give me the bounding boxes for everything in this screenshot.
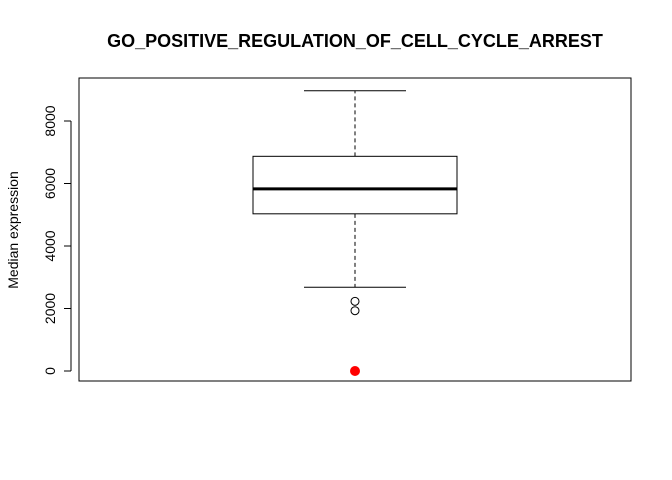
outlier-point-0 (350, 296, 360, 306)
y-tick-label-0: 0 (42, 367, 58, 375)
plot-frame (78, 77, 632, 382)
box-plot (252, 90, 458, 288)
highlight-point (350, 366, 360, 376)
y-tick-label-1: 2000 (42, 293, 58, 324)
y-axis: 0 2000 4000 6000 8000 (42, 105, 72, 375)
chart-title: GO_POSITIVE_REGULATION_OF_CELL_CYCLE_ARR… (107, 31, 603, 51)
outliers (350, 296, 360, 376)
y-tick-label-2: 4000 (42, 230, 58, 261)
y-tick-label-4: 8000 (42, 105, 58, 136)
y-tick-label-3: 6000 (42, 168, 58, 199)
outlier-point-1 (350, 306, 360, 316)
y-axis-label: Median expression (5, 171, 21, 289)
iqr-box (252, 155, 458, 215)
